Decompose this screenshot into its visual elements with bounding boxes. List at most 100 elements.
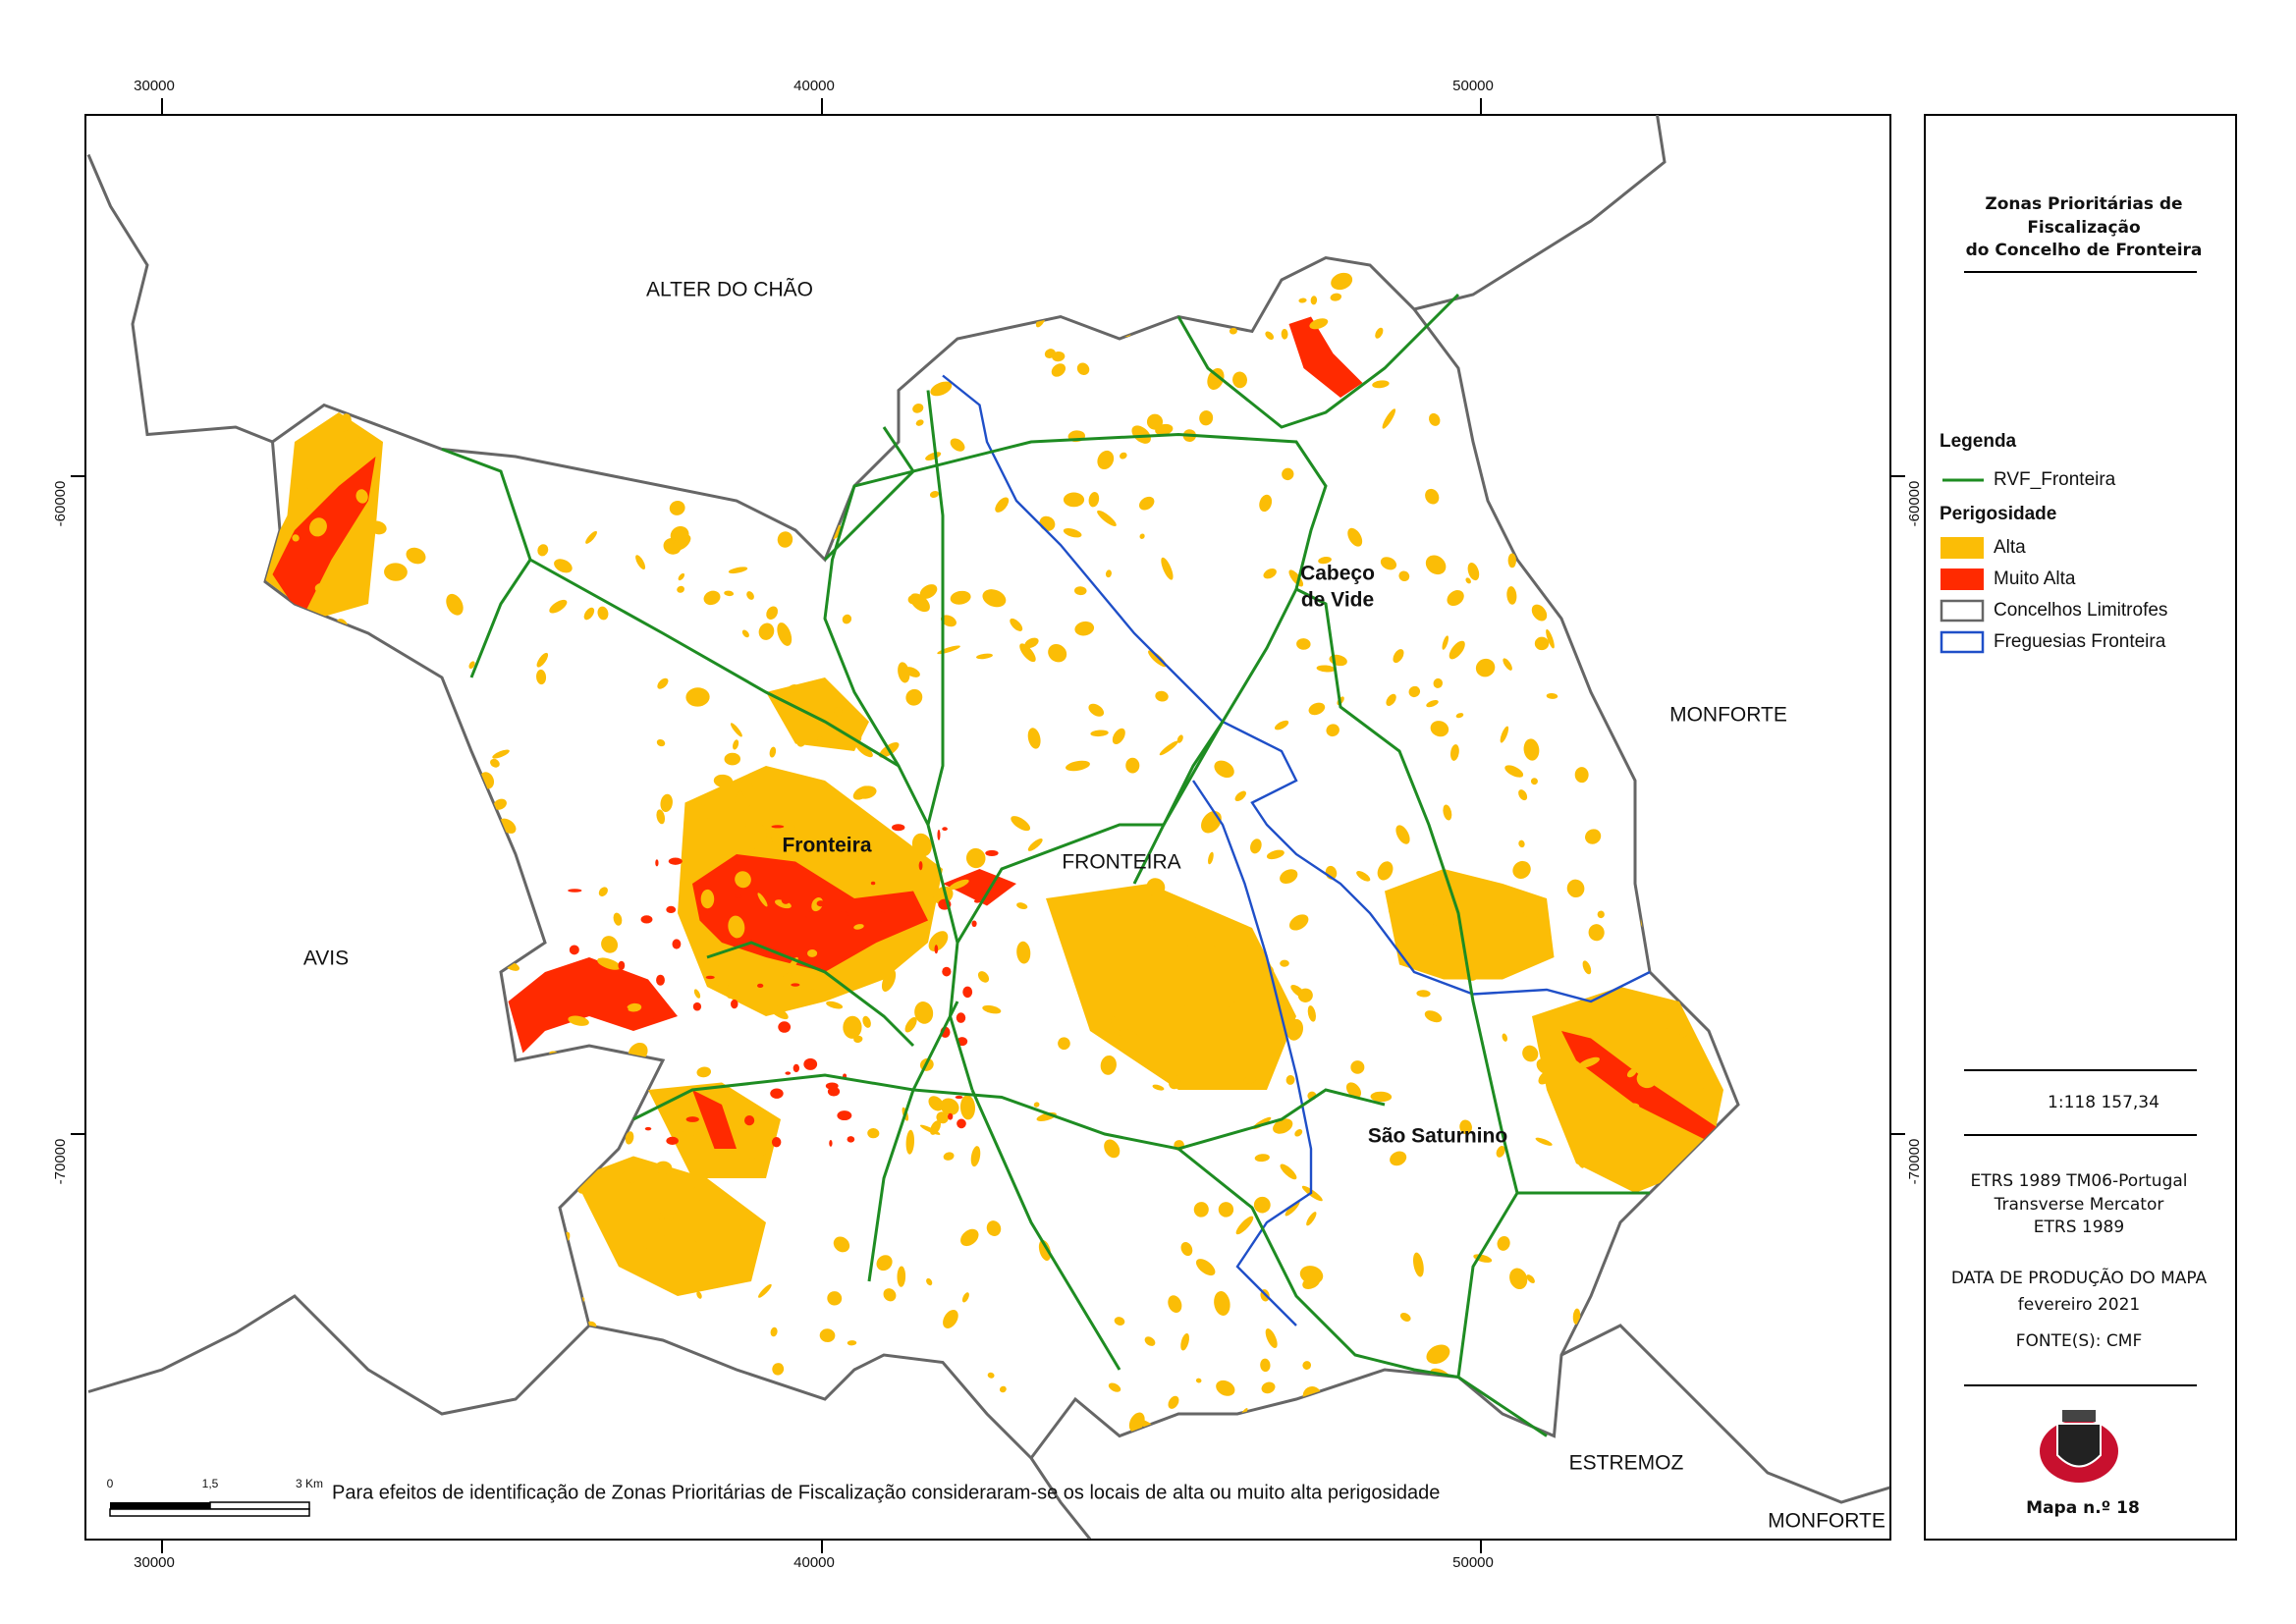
alta-patch — [1063, 528, 1082, 538]
muito-alta-patch — [942, 966, 952, 977]
alta-patch — [1100, 1055, 1117, 1075]
alta-patch — [708, 1149, 733, 1157]
alta-patch — [1010, 618, 1023, 631]
alta-patch — [1579, 1118, 1594, 1135]
alta-patch — [1027, 728, 1041, 749]
alta-patch — [757, 893, 768, 907]
muito-alta-patch — [791, 983, 800, 987]
muito-alta-patch — [771, 825, 785, 829]
muito-alta-patch — [770, 1088, 784, 1099]
alta-patch — [1280, 1164, 1297, 1180]
alta-patch — [598, 887, 608, 896]
muito-alta-patch — [816, 900, 825, 907]
alta-patch — [696, 1066, 712, 1078]
alta-patch — [1097, 510, 1117, 526]
alta-patch — [1168, 1395, 1179, 1409]
alta-patch — [883, 1288, 897, 1302]
alta-patch — [929, 490, 940, 498]
muito-alta-patch — [837, 1110, 852, 1121]
source: FONTE(S): CMF — [2016, 1331, 2143, 1351]
alta-patch — [1345, 1082, 1362, 1099]
legend-entry: Freguesias Fronteira — [1994, 631, 2166, 652]
alta-patch — [1275, 1009, 1290, 1021]
alta-patch — [1393, 649, 1404, 664]
alta-patch — [1204, 946, 1217, 962]
map-layer — [86, 115, 1890, 1540]
alta-patch — [703, 590, 721, 606]
muito-alta-patch — [985, 849, 999, 856]
alta-patch — [855, 742, 873, 758]
alta-patch — [1302, 1275, 1321, 1289]
alta-patch — [1232, 371, 1247, 389]
alta-patch — [787, 823, 795, 831]
alta-patch — [1112, 728, 1125, 745]
alta-patch — [1370, 1091, 1393, 1103]
alta-patch — [1546, 628, 1555, 649]
alta-patch — [1506, 586, 1517, 605]
alta-patch — [1280, 869, 1298, 885]
road — [1176, 293, 1460, 429]
hazard-layer — [265, 257, 1738, 1458]
alta-patch — [1076, 362, 1090, 375]
alta-patch — [1161, 557, 1174, 580]
alta-patch — [1168, 1295, 1182, 1313]
alta-patch — [1260, 1358, 1271, 1373]
alta-patch — [1298, 298, 1307, 303]
muito-alta-area — [1288, 316, 1363, 398]
alta-patch — [1459, 1119, 1472, 1135]
alta-patch — [554, 559, 573, 573]
alta-patch — [1502, 1033, 1508, 1042]
alta-patch — [728, 567, 748, 574]
alta-patch — [977, 971, 990, 983]
alta-patch — [772, 1363, 785, 1376]
alta-patch — [1465, 577, 1471, 584]
alta-patch — [1296, 638, 1311, 650]
alta-patch — [777, 531, 793, 548]
alta-patch — [727, 805, 745, 811]
muito-alta-patch — [734, 893, 742, 898]
alta-patch — [1535, 1137, 1553, 1146]
alta-patch — [819, 1328, 836, 1342]
parish-boundary — [1192, 780, 1313, 1326]
muito-alta-area — [272, 457, 376, 619]
muito-alta-patch — [825, 1082, 839, 1090]
alta-patch — [642, 1232, 667, 1250]
alta-patch — [855, 785, 877, 799]
coat-of-arms — [2040, 1410, 2118, 1483]
map-frame — [84, 114, 1891, 1541]
alta-patch — [987, 1372, 995, 1379]
alta-patch — [929, 1120, 941, 1135]
alta-patch — [1195, 1259, 1216, 1276]
alta-patch — [683, 1123, 699, 1137]
muito-alta-patch — [892, 824, 905, 832]
alta-patch — [1048, 643, 1067, 663]
alta-patch — [696, 1291, 702, 1299]
alta-patch — [730, 723, 742, 737]
alta-patch — [597, 957, 622, 970]
alta-patch — [745, 822, 768, 836]
alta-patch — [568, 1015, 589, 1026]
alta-patch — [960, 1228, 979, 1247]
alta-patch — [692, 1186, 705, 1201]
alta-patch — [904, 1016, 917, 1033]
alta-patch — [1504, 765, 1524, 778]
panel-title: Zonas Prioritárias de — [1985, 194, 2182, 214]
emblem-shield — [2056, 1423, 2102, 1468]
alta-patch — [1652, 1011, 1671, 1031]
alta-patch — [1679, 1028, 1689, 1039]
muito-alta-patch — [870, 881, 876, 886]
alta-patch — [1443, 804, 1452, 821]
emblem-crown — [2062, 1410, 2096, 1422]
alta-patch — [1120, 452, 1127, 460]
alta-patch — [1425, 488, 1440, 505]
alta-patch — [982, 1004, 1002, 1014]
alta-patch — [597, 606, 609, 621]
scale-label: 1,5 — [202, 1477, 219, 1490]
muito-alta-area — [1561, 1031, 1717, 1142]
alta-patch — [940, 615, 957, 627]
alta-patch — [1626, 1067, 1637, 1078]
alta-patch — [536, 652, 549, 668]
projection-line: ETRS 1989 — [2034, 1218, 2124, 1237]
alta-patch — [1347, 527, 1363, 547]
